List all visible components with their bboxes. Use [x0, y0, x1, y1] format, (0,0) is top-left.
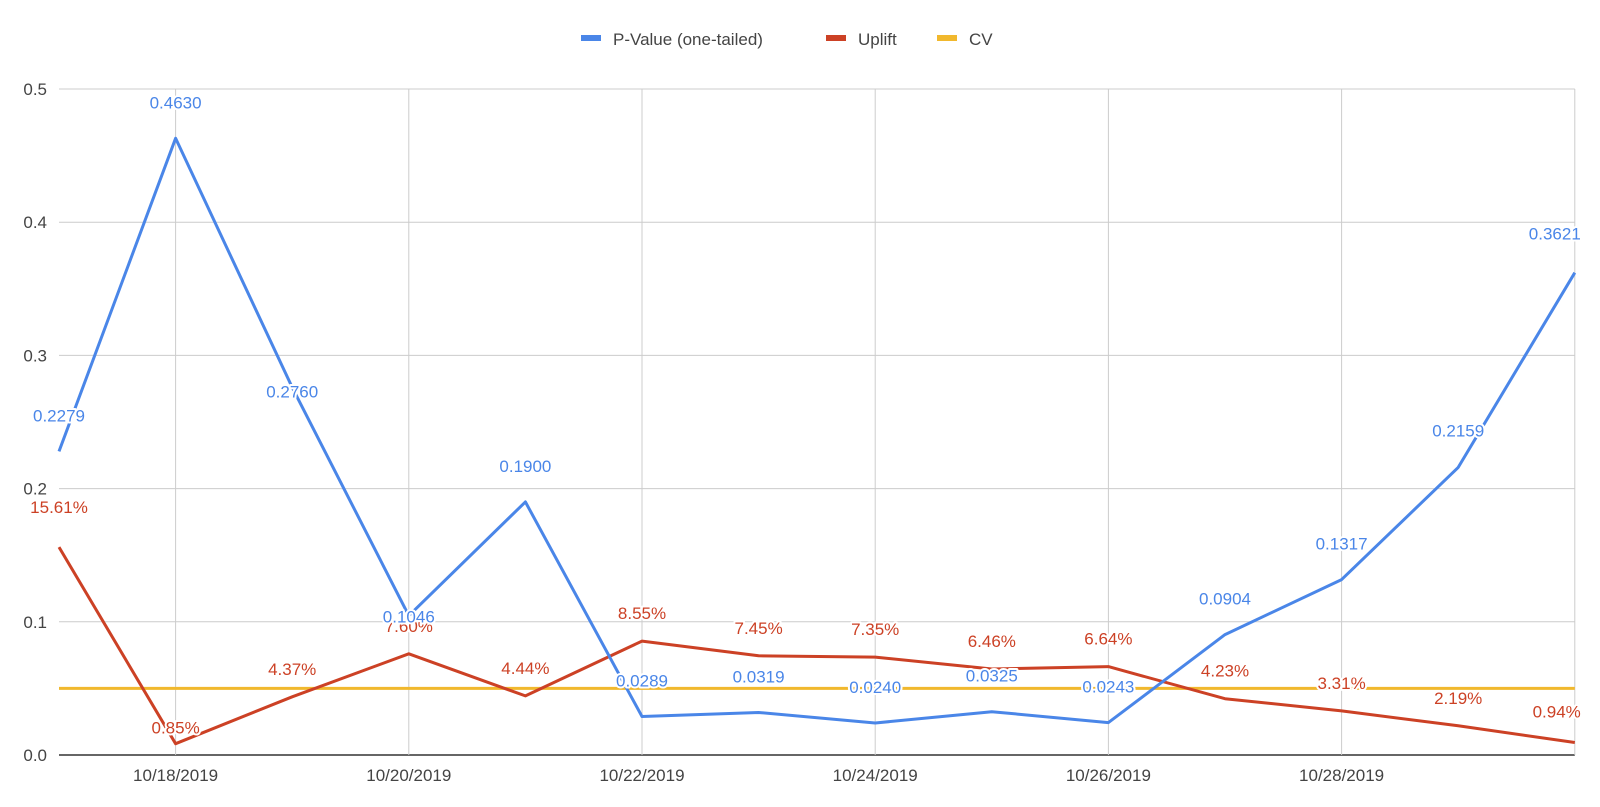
data-label-halo: 8.55% [618, 604, 666, 623]
legend-swatch-pvalue [581, 35, 601, 41]
data-label-pvalue: 0.2760 [266, 382, 318, 401]
data-label-uplift: 6.64% [1084, 630, 1132, 649]
legend-label-uplift: Uplift [858, 30, 897, 49]
x-axis: 10/18/2019 10/20/2019 10/22/2019 10/24/2019… [133, 766, 1384, 785]
data-label-halo: 4.37% [268, 660, 316, 679]
gridlines [59, 88, 1576, 756]
data-label-uplift: 4.23% [1201, 662, 1249, 681]
x-tick-label: 10/22/2019 [599, 766, 684, 785]
data-label-pvalue: 0.0904 [1199, 590, 1251, 609]
data-label-halo: 0.1317 [1316, 535, 1368, 554]
data-label-halo: 4.44% [501, 659, 549, 678]
data-label-halo: 0.4630 [150, 93, 202, 112]
data-label-uplift: 8.55% [618, 604, 666, 623]
x-tick-label: 10/24/2019 [833, 766, 918, 785]
data-label-halo: 7.45% [734, 619, 782, 638]
data-labels: 15.61%15.61%0.85%0.85%4.37%4.37%7.60%7.6… [28, 91, 1583, 739]
data-label-pvalue: 0.1317 [1316, 535, 1368, 554]
data-label-pvalue: 0.3621 [1529, 225, 1581, 244]
legend-label-cv: CV [969, 30, 993, 49]
data-label-halo: 0.0240 [849, 678, 901, 697]
y-tick-label: 0.2 [23, 480, 47, 499]
data-label-uplift: 3.31% [1317, 674, 1365, 693]
data-label-uplift: 0.85% [151, 719, 199, 738]
data-label-pvalue: 0.1046 [383, 608, 435, 627]
y-tick-label: 0.0 [23, 746, 47, 765]
data-label-uplift: 4.37% [268, 660, 316, 679]
data-label-uplift: 4.44% [501, 659, 549, 678]
data-label-halo: 3.31% [1317, 674, 1365, 693]
data-label-pvalue: 0.0243 [1082, 678, 1134, 697]
data-label-halo: 15.61% [30, 498, 88, 517]
data-label-pvalue: 0.0325 [966, 667, 1018, 686]
data-label-uplift: 7.35% [851, 620, 899, 639]
data-label-halo: 0.2159 [1432, 421, 1484, 440]
series-lines [57, 136, 1577, 746]
data-label-halo: 0.1046 [383, 608, 435, 627]
data-label-pvalue: 0.4630 [150, 93, 202, 112]
x-tick-label: 10/18/2019 [133, 766, 218, 785]
data-label-uplift: 7.45% [734, 619, 782, 638]
data-label-halo: 0.1900 [499, 457, 551, 476]
legend: P-Value (one-tailed) Uplift CV [581, 30, 993, 49]
data-label-pvalue: 0.1900 [499, 457, 551, 476]
y-axis: 0.0 0.1 0.2 0.3 0.4 0.5 [23, 80, 47, 765]
data-label-halo: 0.2279 [33, 406, 85, 425]
data-label-uplift: 7.60% [385, 617, 433, 636]
data-label-halo: 0.85% [151, 719, 199, 738]
x-tick-label: 10/28/2019 [1299, 766, 1384, 785]
y-tick-label: 0.3 [23, 346, 47, 365]
data-label-pvalue: 0.0319 [733, 668, 785, 687]
data-label-uplift: 2.19% [1434, 689, 1482, 708]
data-label-halo: 0.0243 [1082, 678, 1134, 697]
data-label-pvalue: 0.0289 [616, 672, 668, 691]
x-tick-label: 10/26/2019 [1066, 766, 1151, 785]
legend-swatch-uplift [826, 35, 846, 41]
data-label-halo: 4.23% [1201, 662, 1249, 681]
data-label-halo: 0.3621 [1529, 225, 1581, 244]
data-label-halo: 0.0904 [1199, 590, 1251, 609]
data-label-pvalue: 0.2279 [33, 406, 85, 425]
x-tick-label: 10/20/2019 [366, 766, 451, 785]
data-label-halo: 0.0289 [616, 672, 668, 691]
data-label-halo: 7.60% [385, 617, 433, 636]
data-label-pvalue: 0.2159 [1432, 421, 1484, 440]
data-label-halo: 0.94% [1533, 702, 1581, 721]
data-label-halo: 2.19% [1434, 689, 1482, 708]
y-tick-label: 0.1 [23, 613, 47, 632]
data-label-halo: 0.2760 [266, 382, 318, 401]
series-line-pvalue [57, 136, 1577, 725]
data-label-halo: 6.46% [968, 632, 1016, 651]
y-tick-label: 0.5 [23, 80, 47, 99]
data-label-halo: 7.35% [851, 620, 899, 639]
data-label-uplift: 0.94% [1533, 702, 1581, 721]
legend-swatch-cv [937, 35, 957, 41]
legend-label-pvalue: P-Value (one-tailed) [613, 30, 763, 49]
data-label-halo: 0.0325 [966, 667, 1018, 686]
data-label-halo: 6.64% [1084, 630, 1132, 649]
data-label-uplift: 6.46% [968, 632, 1016, 651]
y-tick-label: 0.4 [23, 213, 47, 232]
data-label-pvalue: 0.0240 [849, 678, 901, 697]
data-label-halo: 0.0319 [733, 668, 785, 687]
data-label-uplift: 15.61% [30, 498, 88, 517]
series-line-uplift [57, 546, 1576, 746]
